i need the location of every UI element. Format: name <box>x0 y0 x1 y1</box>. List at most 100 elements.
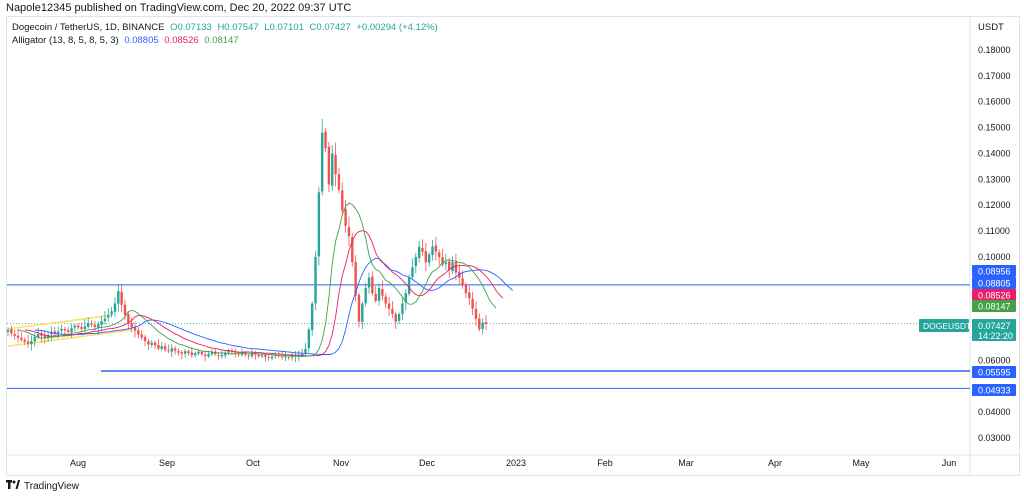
candle-body[interactable] <box>381 289 384 296</box>
candle-body[interactable] <box>70 328 73 333</box>
candle-body[interactable] <box>130 322 133 328</box>
candle-body[interactable] <box>310 303 314 331</box>
candle-body[interactable] <box>240 353 244 355</box>
tradingview-logo-icon[interactable] <box>6 480 20 492</box>
candle-body[interactable] <box>180 352 184 354</box>
candle-body[interactable] <box>123 304 127 316</box>
candle-body[interactable] <box>60 328 63 331</box>
candle-body[interactable] <box>270 356 274 359</box>
candle-body[interactable] <box>100 321 103 325</box>
candle-body[interactable] <box>481 322 484 329</box>
candle-body[interactable] <box>354 262 357 296</box>
candle-body[interactable] <box>438 252 441 257</box>
candle-body[interactable] <box>244 353 247 355</box>
candle-body[interactable] <box>344 209 347 226</box>
candle-body[interactable] <box>143 336 147 342</box>
candle-body[interactable] <box>127 314 130 324</box>
candle-body[interactable] <box>177 351 180 353</box>
candle-body[interactable] <box>157 344 160 349</box>
candle-body[interactable] <box>97 324 100 328</box>
candle-body[interactable] <box>337 174 341 190</box>
candle-body[interactable] <box>341 190 344 211</box>
last-price-tag[interactable] <box>972 319 1016 341</box>
candle-body[interactable] <box>357 294 361 322</box>
candle-body[interactable] <box>173 348 177 351</box>
candle-body[interactable] <box>107 315 110 318</box>
candle-body[interactable] <box>474 308 478 320</box>
candle-body[interactable] <box>347 227 351 237</box>
candle-body[interactable] <box>441 257 444 265</box>
candle-body[interactable] <box>451 262 454 272</box>
symbol-title[interactable]: Dogecoin / TetherUS, 1D, BINANCE <box>12 22 165 33</box>
candle-body[interactable] <box>307 329 311 349</box>
candle-body[interactable] <box>407 277 411 294</box>
candle-body[interactable] <box>237 353 240 355</box>
candle-body[interactable] <box>287 356 290 358</box>
candle-body[interactable] <box>204 354 207 357</box>
candle-body[interactable] <box>324 131 327 149</box>
candle-body[interactable] <box>90 323 93 325</box>
candle-body[interactable] <box>87 322 90 327</box>
candle-body[interactable] <box>424 251 428 263</box>
candle-body[interactable] <box>200 351 204 355</box>
footer-brand[interactable]: TradingView <box>24 480 80 492</box>
candle-body[interactable] <box>50 331 53 335</box>
candle-body[interactable] <box>300 353 304 356</box>
candle-body[interactable] <box>367 277 371 288</box>
candle-body[interactable] <box>361 303 364 322</box>
candle-body[interactable] <box>280 356 284 358</box>
candle-body[interactable] <box>170 348 173 352</box>
candle-body[interactable] <box>113 303 117 312</box>
candle-body[interactable] <box>290 356 294 358</box>
candle-body[interactable] <box>327 146 331 185</box>
candle-body[interactable] <box>377 288 381 301</box>
candle-body[interactable] <box>193 353 197 356</box>
price-tag[interactable] <box>972 265 1016 277</box>
candle-body[interactable] <box>217 355 220 356</box>
candle-body[interactable] <box>374 293 377 301</box>
candle-body[interactable] <box>331 153 334 186</box>
candle-body[interactable] <box>40 333 43 336</box>
candle-body[interactable] <box>274 355 277 357</box>
candle-body[interactable] <box>321 132 324 192</box>
candle-body[interactable] <box>117 291 120 304</box>
candle-body[interactable] <box>16 335 20 338</box>
candle-body[interactable] <box>391 308 394 314</box>
candle-body[interactable] <box>414 256 418 267</box>
candle-body[interactable] <box>404 293 407 303</box>
candle-body[interactable] <box>197 351 200 354</box>
candle-body[interactable] <box>83 326 87 330</box>
candle-body[interactable] <box>317 192 321 257</box>
candle-body[interactable] <box>66 330 70 332</box>
candle-body[interactable] <box>247 355 250 357</box>
candle-body[interactable] <box>210 352 214 355</box>
candle-body[interactable] <box>56 331 60 334</box>
candle-body[interactable] <box>257 354 260 357</box>
candle-body[interactable] <box>153 342 157 346</box>
candle-body[interactable] <box>147 341 150 345</box>
candle-body[interactable] <box>227 350 230 353</box>
candle-body[interactable] <box>421 247 424 252</box>
price-tag[interactable] <box>972 289 1016 301</box>
symbol-price-tag[interactable] <box>919 319 969 332</box>
candle-body[interactable] <box>163 346 167 350</box>
price-tag[interactable] <box>972 300 1016 312</box>
candle-body[interactable] <box>133 327 137 331</box>
candle-body[interactable] <box>36 334 40 338</box>
candle-body[interactable] <box>140 334 143 338</box>
candle-body[interactable] <box>394 313 397 322</box>
candle-body[interactable] <box>461 278 464 286</box>
candle-body[interactable] <box>53 331 56 334</box>
candle-body[interactable] <box>120 291 123 305</box>
candle-body[interactable] <box>304 348 307 354</box>
candle-body[interactable] <box>387 303 391 309</box>
candle-body[interactable] <box>478 318 481 330</box>
candle-body[interactable] <box>160 346 163 349</box>
candle-body[interactable] <box>224 352 227 356</box>
candle-body[interactable] <box>284 356 287 358</box>
candle-body[interactable] <box>431 246 434 256</box>
candle-body[interactable] <box>484 321 488 324</box>
candle-body[interactable] <box>397 313 401 321</box>
candle-body[interactable] <box>264 354 267 357</box>
candle-body[interactable] <box>13 334 16 336</box>
